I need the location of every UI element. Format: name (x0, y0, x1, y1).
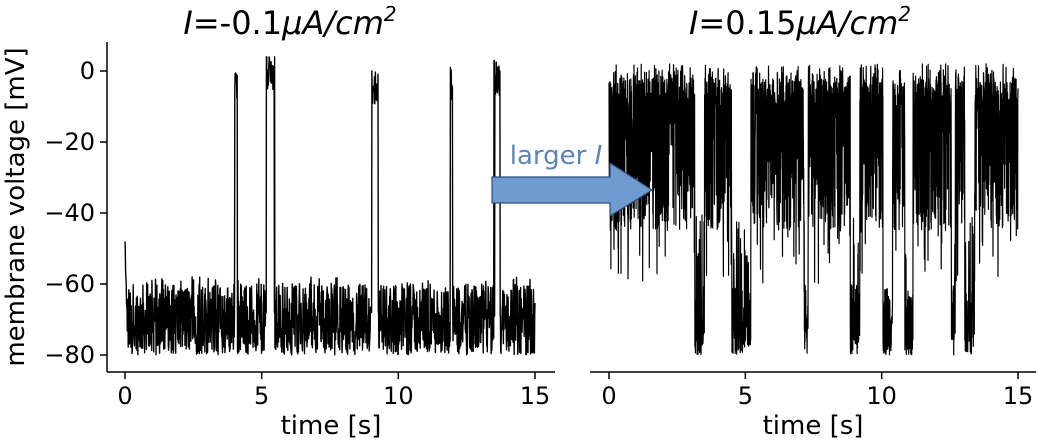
x-tick-label: 15 (520, 382, 551, 410)
right-chart-title: I=0.15μA/cm2 (689, 2, 911, 42)
left-panel: I=-0.1μA/cm2 0 −20 −40 −60 −80 0 5 10 15 membra… (1, 2, 555, 441)
right-arrow-icon (491, 161, 654, 218)
y-axis-label: membrane voltage [mV] (1, 47, 31, 366)
right-voltage-trace (608, 63, 1019, 356)
left-chart-title: I=-0.1μA/cm2 (183, 2, 396, 42)
x-tick-label: 10 (383, 382, 414, 410)
x-tick-label: 0 (601, 382, 616, 410)
left-x-axis-label: time [s] (281, 411, 382, 441)
y-tick-label: −60 (44, 270, 95, 298)
right-x-axis-label: time [s] (763, 411, 864, 441)
right-panel: I=0.15μA/cm2 0 5 10 15 time [s] (590, 2, 1036, 441)
x-tick-label: 5 (254, 382, 269, 410)
y-tick-label: 0 (80, 57, 95, 85)
y-tick-label: −20 (44, 128, 95, 156)
left-x-ticks: 0 5 10 15 (117, 372, 550, 410)
x-tick-label: 0 (117, 382, 132, 410)
arrow-label: larger I (510, 141, 603, 171)
left-voltage-trace (124, 56, 536, 356)
right-x-ticks: 0 5 10 15 (601, 372, 1033, 410)
left-y-ticks: 0 −20 −40 −60 −80 (44, 57, 107, 369)
larger-i-annotation: larger I (491, 141, 654, 218)
x-tick-label: 5 (738, 382, 753, 410)
y-tick-label: −80 (44, 341, 95, 369)
x-tick-label: 15 (1003, 382, 1034, 410)
y-tick-label: −40 (44, 199, 95, 227)
x-tick-label: 10 (866, 382, 897, 410)
